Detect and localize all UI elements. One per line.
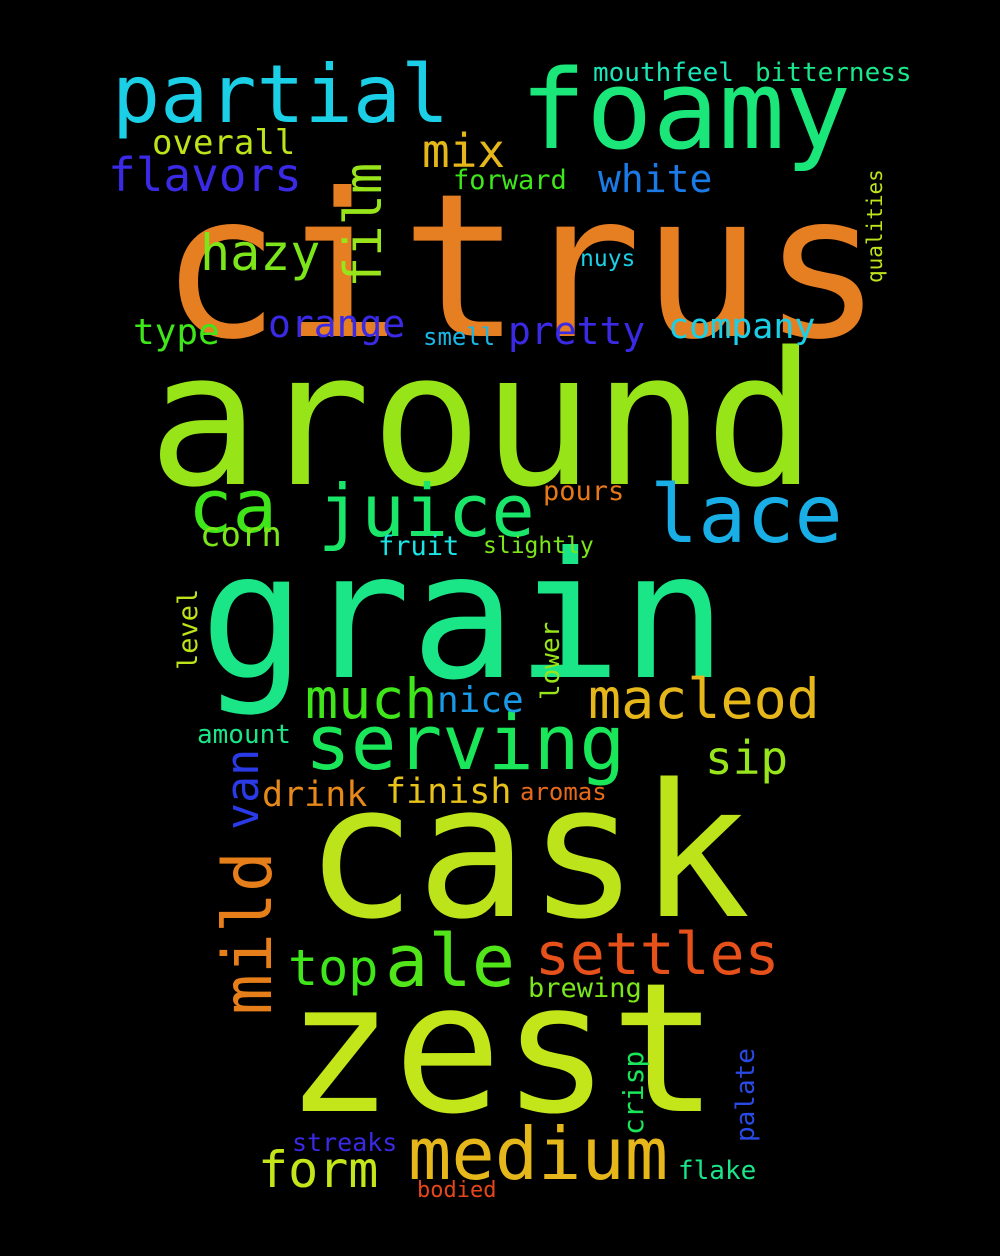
word-company: company: [668, 307, 816, 347]
word-level: level: [173, 588, 204, 670]
word-flavors: flavors: [108, 148, 302, 202]
word-qualities: qualities: [863, 169, 887, 283]
word-medium: medium: [408, 1112, 669, 1196]
word-ca: ca: [188, 464, 278, 550]
word-nice: nice: [437, 680, 524, 721]
word-type: type: [133, 312, 220, 353]
word-corn: corn: [200, 515, 282, 555]
word-partial: partial: [112, 48, 450, 141]
word-lower: lower: [536, 621, 566, 700]
word-grain: grain: [200, 516, 727, 719]
word-top: top: [288, 939, 379, 997]
word-drink: drink: [262, 775, 368, 815]
word-bodied: bodied: [417, 1178, 497, 1203]
word-film: film: [334, 162, 394, 288]
word-zest: zest: [285, 945, 719, 1154]
word-around: around: [148, 312, 817, 528]
word-overall: overall: [152, 123, 296, 163]
word-foamy: foamy: [520, 46, 852, 174]
word-pretty: pretty: [508, 309, 646, 353]
word-forward: forward: [453, 165, 567, 196]
word-orange: orange: [268, 302, 406, 346]
word-smell: smell: [423, 323, 496, 351]
word-ale: ale: [385, 919, 516, 1003]
word-cask: cask: [305, 744, 751, 960]
word-juice: juice: [318, 469, 535, 553]
word-brewing: brewing: [528, 973, 642, 1004]
word-serving: serving: [305, 698, 626, 787]
word-fruit: fruit: [378, 531, 460, 562]
word-sip: sip: [705, 731, 789, 785]
word-settles: settles: [535, 920, 780, 988]
word-lace: lace: [650, 468, 843, 561]
word-citrus: citrus: [160, 151, 883, 384]
word-crisp: crisp: [617, 1050, 650, 1135]
word-much: much: [305, 667, 438, 731]
word-macleod: macleod: [588, 667, 820, 731]
word-slightly: slightly: [483, 533, 594, 559]
word-nuys: nuys: [580, 246, 636, 272]
word-bitterness: bitterness: [755, 58, 912, 88]
word-amount: amount: [197, 720, 291, 750]
word-van: van: [216, 748, 269, 830]
word-finish: finish: [385, 772, 512, 812]
word-pours: pours: [543, 476, 625, 507]
word-palate: palate: [731, 1048, 761, 1142]
word-hazy: hazy: [200, 224, 321, 282]
word-form: form: [258, 1141, 379, 1199]
word-mild: mild: [209, 851, 288, 1015]
word-aromas: aromas: [520, 778, 607, 806]
word-white: white: [598, 157, 713, 201]
word-streaks: streaks: [292, 1128, 398, 1157]
word-mouthfeel: mouthfeel: [593, 58, 734, 88]
word-flake: flake: [678, 1156, 757, 1186]
word-mix: mix: [422, 124, 506, 178]
